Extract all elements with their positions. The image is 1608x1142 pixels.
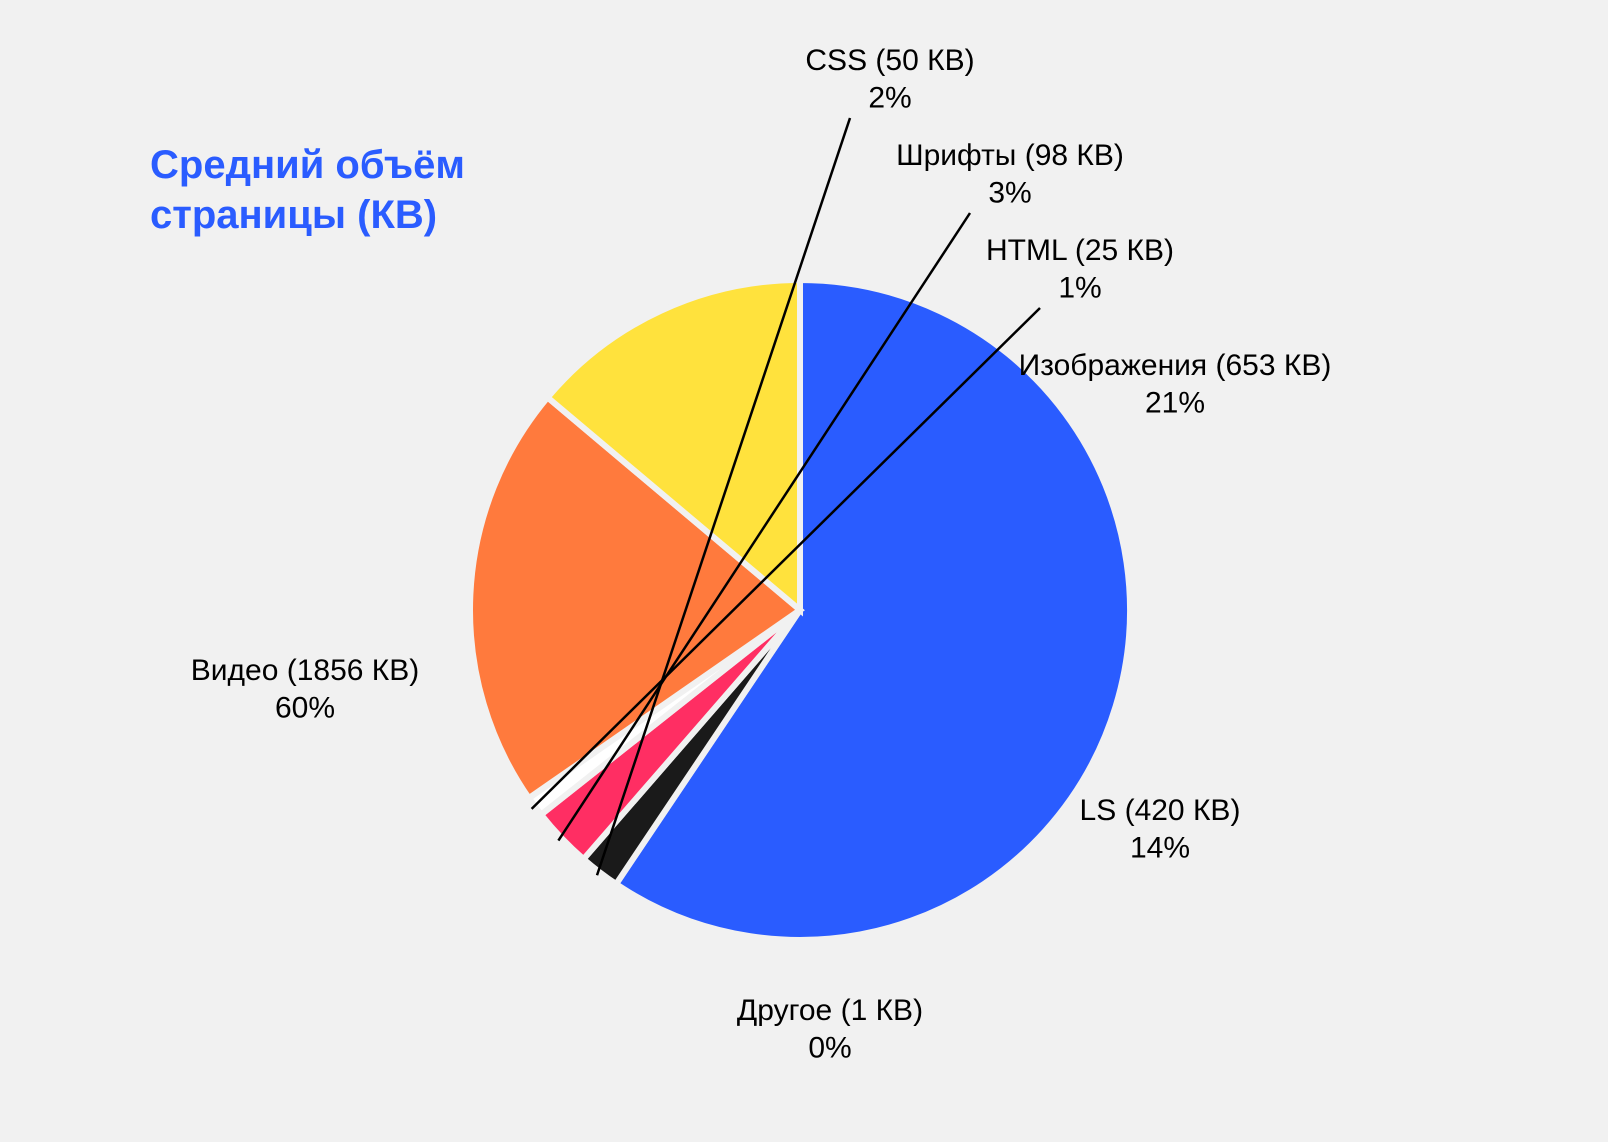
slice-label-изображения: Изображения (653 КВ) 21% xyxy=(1019,349,1332,420)
slice-label-line1: Шрифты (98 КВ) xyxy=(896,139,1124,172)
slice-label-html: HTML (25 КВ) 1% xyxy=(986,234,1174,305)
pie-chart: Видео (1856 КВ) 60% CSS (50 КВ) 2% Шрифты (9… xyxy=(0,0,1608,1142)
slice-label-line2: 1% xyxy=(1058,272,1101,305)
slice-label-line1: Изображения (653 КВ) xyxy=(1019,349,1332,382)
slice-label-line2: 2% xyxy=(868,82,911,115)
slice-label-шрифты: Шрифты (98 КВ) 3% xyxy=(896,139,1124,210)
slice-label-line1: Другое (1 КВ) xyxy=(737,994,923,1027)
slice-label-line1: Видео (1856 КВ) xyxy=(191,654,420,687)
slice-label-line2: 0% xyxy=(808,1032,851,1065)
slice-label-ls: LS (420 КВ) 14% xyxy=(1080,794,1241,865)
slice-label-line2: 21% xyxy=(1145,387,1205,420)
slice-label-line2: 60% xyxy=(275,692,335,725)
slice-label-css: CSS (50 КВ) 2% xyxy=(805,44,974,115)
slice-label-другое: Другое (1 КВ) 0% xyxy=(737,994,923,1065)
slice-label-line1: HTML (25 КВ) xyxy=(986,234,1174,267)
slice-label-line1: LS (420 КВ) xyxy=(1080,794,1241,827)
slice-label-видео: Видео (1856 КВ) 60% xyxy=(191,654,420,725)
slice-label-line2: 3% xyxy=(988,177,1031,210)
slice-label-line1: CSS (50 КВ) xyxy=(805,44,974,77)
slice-label-line2: 14% xyxy=(1130,832,1190,865)
